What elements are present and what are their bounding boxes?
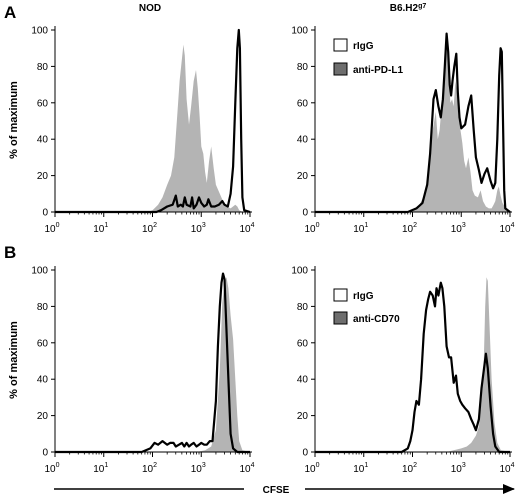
histogram-nod-panel-b: 0 20 40 60 80 100 100 101 102 103 104	[31, 266, 254, 476]
x-tick-label: 101	[93, 222, 108, 235]
y-axis-label-b: % of maximum	[8, 321, 20, 399]
filled-histogram-3-0	[315, 277, 510, 452]
column-title-nod: NOD	[139, 3, 161, 14]
x-tick-label: 104	[239, 222, 254, 235]
x-tick-label: 101	[353, 222, 368, 235]
legend-label-rigg-a: rIgG	[353, 41, 374, 52]
x-tick-label: 103	[191, 462, 206, 475]
y-tick-label: 100	[31, 266, 48, 277]
y-tick-label: 80	[37, 62, 49, 73]
histogram-b6-panel-a: 0 20 40 60 80 100 100 101 102 103 104	[291, 26, 514, 236]
line-histogram-0-0	[55, 28, 251, 214]
y-tick-label: 80	[37, 302, 49, 313]
histogram-nod-panel-a: 0 20 40 60 80 100 100 101 102 103 104	[31, 26, 254, 236]
y-tick-label: 60	[37, 338, 49, 349]
panel-letter-a: A	[4, 3, 16, 22]
x-tick-label: 100	[44, 462, 59, 475]
x-tick-label: 102	[402, 462, 417, 475]
x-tick-label: 100	[304, 462, 319, 475]
x-tick-label: 100	[304, 222, 319, 235]
y-tick-label: 20	[297, 171, 309, 182]
y-tick-label: 40	[297, 375, 309, 386]
y-tick-label: 80	[297, 62, 309, 73]
legend-swatch-rigg-b	[333, 288, 348, 302]
x-tick-label: 102	[142, 462, 157, 475]
legend-swatch-anti-pd-l1	[333, 62, 348, 76]
legend-label-anti-pd-l1: anti-PD-L1	[353, 65, 403, 76]
x-tick-label: 104	[499, 222, 514, 235]
y-tick-label: 20	[297, 411, 309, 422]
y-tick-label: 40	[297, 135, 309, 146]
y-tick-label: 20	[37, 411, 49, 422]
y-tick-label: 0	[42, 448, 48, 459]
y-tick-label: 60	[297, 338, 309, 349]
y-tick-label: 20	[37, 171, 49, 182]
filled-histogram-0-0	[55, 44, 250, 212]
x-tick-label: 102	[402, 222, 417, 235]
legend-swatch-rigg-a	[333, 38, 348, 52]
y-tick-label: 40	[37, 135, 49, 146]
x-tick-label: 101	[353, 462, 368, 475]
histogram-b6-panel-b: 0 20 40 60 80 100 100 101 102 103 104	[291, 266, 514, 476]
y-tick-label: 0	[302, 208, 308, 219]
legend-panel-a: rIgG anti-PD-L1	[333, 38, 403, 76]
filled-histogram-1-0	[315, 33, 510, 212]
y-tick-label: 100	[291, 266, 308, 277]
panel-letter-b: B	[4, 243, 16, 262]
y-tick-label: 60	[37, 98, 49, 109]
y-tick-label: 100	[31, 26, 48, 37]
x-tick-label: 104	[239, 462, 254, 475]
y-tick-label: 0	[42, 208, 48, 219]
x-tick-label: 103	[451, 462, 466, 475]
legend-label-rigg-b: rIgG	[353, 291, 374, 302]
y-tick-label: 40	[37, 375, 49, 386]
x-tick-label: 100	[44, 222, 59, 235]
line-histogram-1-0	[315, 32, 511, 214]
column-title-b6: B6.H2g7	[390, 3, 427, 15]
legend-swatch-anti-cd70	[333, 311, 348, 325]
x-tick-label: 103	[451, 222, 466, 235]
legend-label-anti-cd70: anti-CD70	[353, 314, 400, 325]
x-tick-label: 101	[93, 462, 108, 475]
y-tick-label: 80	[297, 302, 309, 313]
y-tick-label: 0	[302, 448, 308, 459]
y-tick-label: 60	[297, 98, 309, 109]
line-histogram-2-0	[55, 272, 250, 454]
y-tick-label: 100	[291, 26, 308, 37]
legend-panel-b: rIgG anti-CD70	[333, 288, 400, 325]
x-tick-label: 104	[499, 462, 514, 475]
y-axis-label-a: % of maximum	[8, 81, 20, 159]
x-tick-label: 102	[142, 222, 157, 235]
x-tick-label: 103	[191, 222, 206, 235]
x-axis-label-cfse: CFSE	[263, 485, 290, 496]
line-histogram-3-0	[315, 281, 510, 454]
